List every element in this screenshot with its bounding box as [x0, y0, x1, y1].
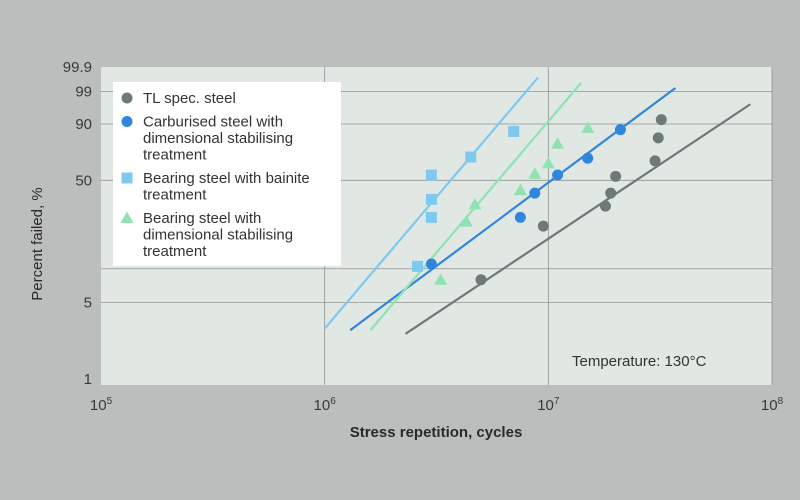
legend-marker [121, 116, 133, 127]
data-point [552, 169, 564, 181]
data-point [529, 187, 541, 199]
data-point [508, 125, 520, 137]
x-tick-label: 108 [761, 396, 784, 414]
data-point [541, 156, 555, 169]
data-point [605, 187, 617, 199]
data-point [434, 273, 448, 285]
data-markers [411, 114, 667, 286]
legend-marker [120, 211, 134, 223]
y-tick-label: 90 [75, 116, 92, 133]
data-point [655, 114, 667, 126]
data-point [649, 155, 661, 167]
data-point [652, 132, 664, 144]
x-tick-label: 107 [537, 396, 560, 414]
data-point [537, 220, 549, 232]
x-axis-title: Stress repetition, cycles [350, 424, 523, 441]
y-tick-label: 5 [84, 295, 92, 312]
y-tick-label: 99.9 [63, 59, 92, 76]
legend-label: TL spec. steel [143, 90, 236, 107]
legend-marker [121, 92, 133, 104]
data-point [581, 121, 595, 133]
data-point [551, 137, 565, 149]
temperature-annotation: Temperature: 130°C [572, 353, 707, 370]
data-point [425, 169, 437, 181]
data-point [610, 170, 622, 182]
legend-marker [121, 172, 133, 184]
data-point [614, 124, 626, 136]
data-point [582, 152, 594, 164]
data-point [468, 197, 482, 210]
legend-box [113, 82, 341, 266]
x-tick-label: 105 [90, 396, 113, 414]
data-point [459, 215, 473, 227]
data-point [465, 151, 477, 163]
data-point [514, 211, 526, 223]
data-point [513, 183, 527, 196]
y-tick-label: 50 [75, 172, 92, 189]
x-tick-label: 106 [314, 396, 337, 414]
legend-label: Carburised steel with dimensional stabili… [143, 114, 293, 164]
tick-labels: 1 5 50 90 99 99.9 105 106 107 108 [63, 59, 784, 414]
legend-label: Bearing steel with bainite treatment [143, 170, 310, 204]
data-point [425, 193, 437, 205]
data-point [425, 211, 437, 223]
legend: TL spec. steel Carburised steel with dimen… [113, 82, 341, 266]
data-point [411, 260, 423, 272]
y-axis-title: Percent failed, % [29, 187, 46, 300]
fit-line [404, 103, 751, 335]
y-tick-label: 99 [75, 83, 92, 100]
data-point [599, 200, 611, 212]
legend-label: Bearing steel with dimensional stabilisin… [143, 210, 293, 260]
data-point [475, 274, 487, 286]
data-point [425, 258, 437, 270]
y-tick-label: 1 [84, 371, 92, 388]
data-point [528, 167, 542, 179]
